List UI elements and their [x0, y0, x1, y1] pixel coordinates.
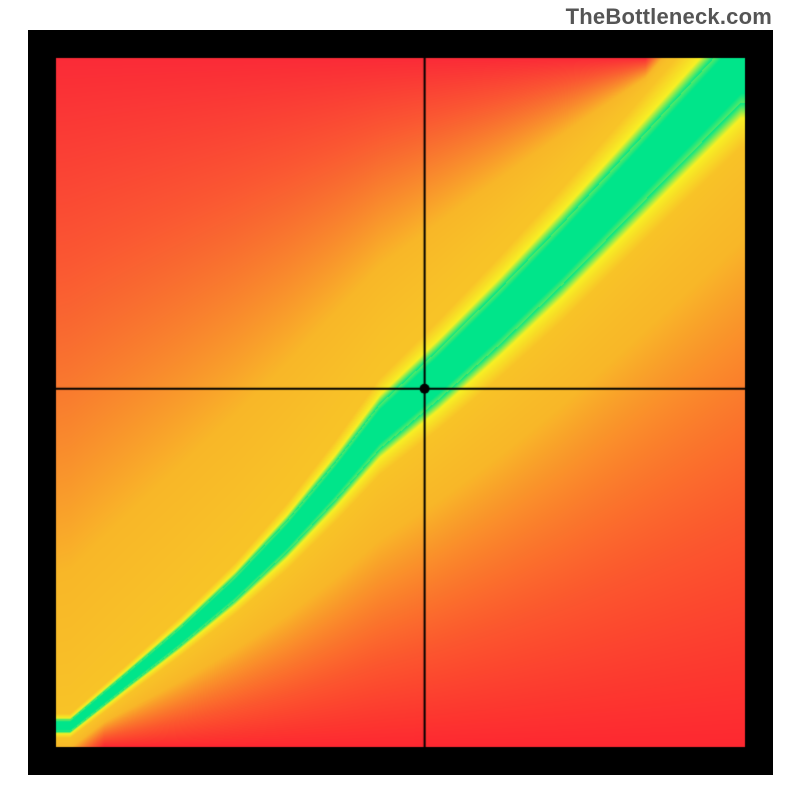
heatmap-canvas [28, 30, 773, 775]
watermark-text: TheBottleneck.com [566, 4, 772, 30]
plot-frame [28, 30, 773, 775]
chart-container: TheBottleneck.com [0, 0, 800, 800]
